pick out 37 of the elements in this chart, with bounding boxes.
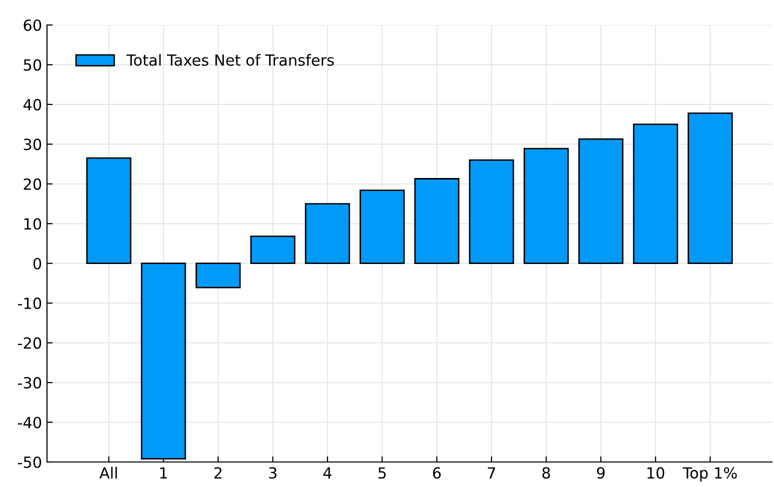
y-tick-label: 40	[23, 98, 42, 110]
x-tick-label: 6	[433, 467, 441, 479]
y-tick-label: -50	[18, 456, 42, 468]
x-tick-label: 8	[542, 467, 550, 479]
x-tick-label: 9	[596, 467, 605, 479]
bar	[632, 124, 678, 264]
y-tick-label: -30	[18, 377, 42, 389]
y-tick-label: 50	[24, 59, 42, 71]
bar	[360, 190, 405, 264]
bar	[86, 157, 132, 264]
x-tick-label: 1	[160, 467, 167, 478]
y-tick-label: -40	[18, 416, 42, 428]
bar	[196, 262, 241, 288]
bar	[414, 178, 460, 264]
bar	[140, 262, 186, 460]
x-tick-label: 10	[648, 467, 664, 479]
y-tick-label: -10	[18, 298, 42, 310]
y-tick-label: 0	[33, 258, 42, 270]
bar	[578, 138, 624, 264]
x-tick-label: 3	[269, 467, 276, 479]
bar	[250, 236, 296, 264]
bar	[688, 112, 733, 264]
x-tick-label: 5	[378, 467, 386, 479]
x-tick-label: All	[99, 466, 117, 478]
legend-label: Total Taxes Net of Transfers	[126, 54, 334, 66]
x-tick-label: 2	[214, 467, 222, 478]
x-tick-label: 7	[488, 467, 496, 478]
y-tick-label: 30	[24, 138, 42, 150]
bar	[524, 148, 569, 264]
bar	[468, 159, 514, 264]
bar	[304, 203, 350, 264]
y-tick-label: 60	[24, 19, 42, 32]
x-tick-label: Top 1%	[682, 467, 737, 482]
y-tick-label: 10	[24, 218, 42, 230]
x-tick-label: 4	[323, 467, 332, 478]
y-tick-label: -20	[18, 337, 42, 349]
y-tick-label: 20	[24, 178, 42, 190]
